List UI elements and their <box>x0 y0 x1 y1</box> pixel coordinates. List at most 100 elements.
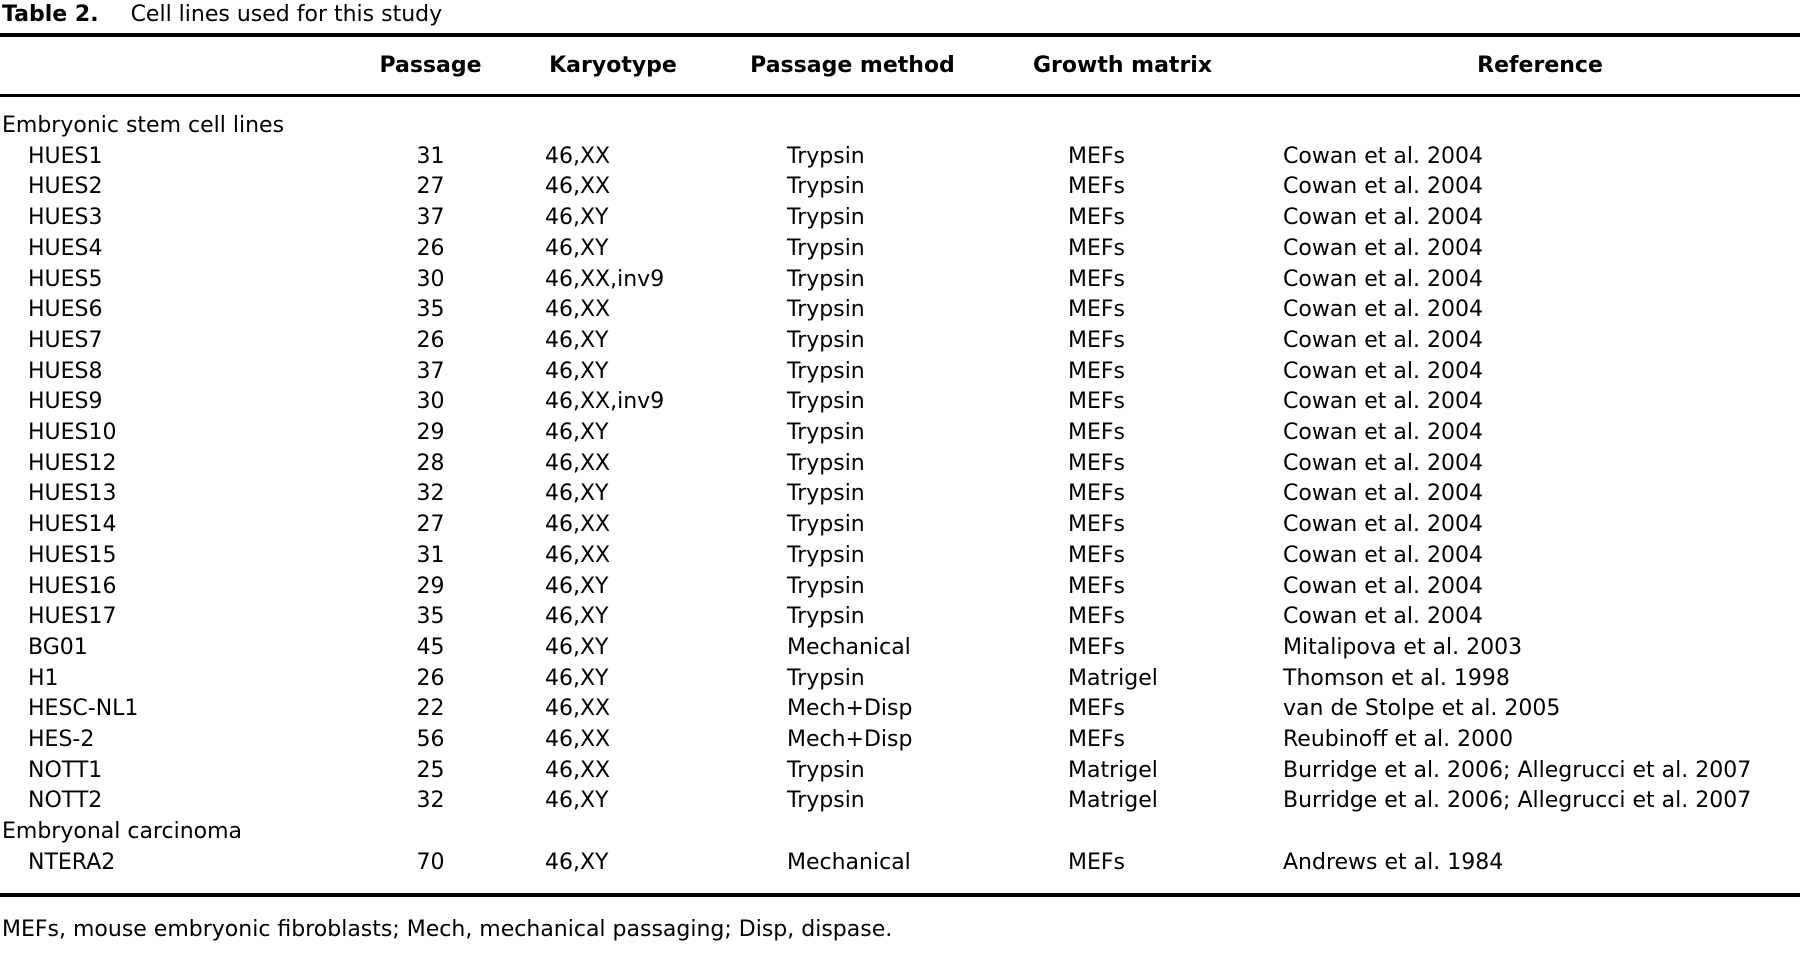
table-row: HUES4 26 46,XY Trypsin MEFs Cowan et al. 2004 <box>0 234 1800 265</box>
growth-matrix-cell: MEFs <box>1068 420 1125 446</box>
karyotype-cell: 46,XY <box>545 788 609 814</box>
passage-method-cell: Trypsin <box>787 327 865 353</box>
table-row: HUES9 30 46,XX,inv9 Trypsin MEFs Cowan et al.… <box>0 387 1800 418</box>
reference-cell: Cowan et al. 2004 <box>1283 235 1483 261</box>
section-row: Embryonal carcinoma <box>0 817 1800 848</box>
reference-cell: Cowan et al. 2004 <box>1283 420 1483 446</box>
growth-matrix-cell: MEFs <box>1068 297 1125 323</box>
table-row: BG01 45 46,XY Mechanical MEFs Mitalipova et a… <box>0 633 1800 664</box>
passage-cell: 35 <box>416 604 445 630</box>
cell-line-cell: HES-2 <box>28 727 95 753</box>
karyotype-cell: 46,XY <box>545 634 609 660</box>
growth-matrix-cell: MEFs <box>1068 266 1125 292</box>
cell-line-cell: HUES1 <box>28 143 103 169</box>
reference-cell: Cowan et al. 2004 <box>1283 542 1483 568</box>
table-row: HUES13 32 46,XY Trypsin MEFs Cowan et al. 200… <box>0 479 1800 510</box>
karyotype-cell: 46,XX <box>545 696 611 722</box>
karyotype-cell: 46,XY <box>545 665 609 691</box>
growth-matrix-cell: MEFs <box>1068 205 1125 231</box>
passage-method-cell: Mech+Disp <box>787 696 913 722</box>
passage-cell: 25 <box>416 757 445 783</box>
passage-cell: 37 <box>416 358 445 384</box>
reference-cell: Cowan et al. 2004 <box>1283 266 1483 292</box>
cell-line-cell: HUES16 <box>28 573 117 599</box>
cell-line-cell: NOTT1 <box>28 757 103 783</box>
karyotype-cell: 46,XY <box>545 235 609 261</box>
growth-matrix-cell: MEFs <box>1068 849 1125 875</box>
passage-cell: 27 <box>416 512 445 538</box>
passage-cell: 26 <box>416 235 445 261</box>
reference-cell: Cowan et al. 2004 <box>1283 358 1483 384</box>
passage-cell: 29 <box>416 573 445 599</box>
growth-matrix-cell: MEFs <box>1068 696 1125 722</box>
reference-cell: Cowan et al. 2004 <box>1283 573 1483 599</box>
table-row: HUES1 31 46,XX Trypsin MEFs Cowan et al. 2004 <box>0 142 1800 173</box>
reference-cell: Cowan et al. 2004 <box>1283 481 1483 507</box>
passage-cell: 27 <box>416 174 445 200</box>
growth-matrix-cell: MEFs <box>1068 573 1125 599</box>
growth-matrix-cell: MEFs <box>1068 327 1125 353</box>
column-header-passage: Passage <box>375 35 486 97</box>
reference-cell: van de Stolpe et al. 2005 <box>1283 696 1561 722</box>
table-row: HUES16 29 46,XY Trypsin MEFs Cowan et al. 200… <box>0 572 1800 603</box>
passage-cell: 56 <box>416 727 445 753</box>
cell-line-cell: HUES2 <box>28 174 103 200</box>
table-footnote: MEFs, mouse embryonic fibroblasts; Mech,… <box>2 916 893 942</box>
passage-method-cell: Trypsin <box>787 235 865 261</box>
reference-cell: Burridge et al. 2006; Allegrucci et al. … <box>1283 757 1752 783</box>
cell-line-cell: H1 <box>28 665 59 691</box>
column-header-karyotype: Karyotype <box>486 35 740 97</box>
passage-method-cell: Trypsin <box>787 174 865 200</box>
karyotype-cell: 46,XX <box>545 297 611 323</box>
growth-matrix-cell: Matrigel <box>1068 757 1158 783</box>
table-row: HESC-NL1 22 46,XX Mech+Disp MEFs van de Stolp… <box>0 694 1800 725</box>
passage-cell: 22 <box>416 696 445 722</box>
growth-matrix-cell: Matrigel <box>1068 665 1158 691</box>
table-row: HUES5 30 46,XX,inv9 Trypsin MEFs Cowan et al.… <box>0 265 1800 296</box>
passage-method-cell: Trypsin <box>787 143 865 169</box>
reference-cell: Cowan et al. 2004 <box>1283 327 1483 353</box>
karyotype-cell: 46,XY <box>545 358 609 384</box>
growth-matrix-cell: MEFs <box>1068 174 1125 200</box>
reference-cell: Cowan et al. 2004 <box>1283 389 1483 415</box>
cell-line-cell: NTERA2 <box>28 849 116 875</box>
reference-cell: Reubinoff et al. 2000 <box>1283 727 1514 753</box>
cell-line-cell: HUES17 <box>28 604 117 630</box>
passage-method-cell: Mechanical <box>787 634 911 660</box>
cell-line-cell: HESC-NL1 <box>28 696 139 722</box>
table-row: HUES2 27 46,XX Trypsin MEFs Cowan et al. 2004 <box>0 172 1800 203</box>
table-row: NOTT1 25 46,XX Trypsin Matrigel Burridge et a… <box>0 756 1800 787</box>
reference-cell: Cowan et al. 2004 <box>1283 143 1483 169</box>
passage-method-cell: Trypsin <box>787 450 865 476</box>
reference-cell: Mitalipova et al. 2003 <box>1283 634 1523 660</box>
growth-matrix-cell: Matrigel <box>1068 788 1158 814</box>
karyotype-cell: 46,XY <box>545 849 609 875</box>
cell-line-cell: NOTT2 <box>28 788 103 814</box>
column-header-passage-method: Passage method <box>740 35 965 97</box>
table-row: HUES12 28 46,XX Trypsin MEFs Cowan et al. 200… <box>0 449 1800 480</box>
table-row: H1 26 46,XY Trypsin Matrigel Thomson et al. 1… <box>0 664 1800 695</box>
passage-method-cell: Mechanical <box>787 849 911 875</box>
passage-method-cell: Trypsin <box>787 573 865 599</box>
passage-cell: 29 <box>416 420 445 446</box>
cell-line-cell: HUES7 <box>28 327 103 353</box>
passage-cell: 31 <box>416 143 445 169</box>
karyotype-cell: 46,XY <box>545 481 609 507</box>
karyotype-cell: 46,XX <box>545 143 611 169</box>
cell-line-cell: HUES3 <box>28 205 103 231</box>
growth-matrix-cell: MEFs <box>1068 512 1125 538</box>
table-row: HUES6 35 46,XX Trypsin MEFs Cowan et al. 2004 <box>0 295 1800 326</box>
cell-line-cell: HUES9 <box>28 389 103 415</box>
table-row: NTERA2 70 46,XY Mechanical MEFs Andrews et al… <box>0 848 1800 895</box>
karyotype-cell: 46,XX <box>545 542 611 568</box>
passage-cell: 30 <box>416 389 445 415</box>
karyotype-cell: 46,XX,inv9 <box>545 389 665 415</box>
section-row: Embryonic stem cell lines <box>0 96 1800 142</box>
passage-method-cell: Trypsin <box>787 297 865 323</box>
passage-method-cell: Trypsin <box>787 757 865 783</box>
passage-method-cell: Trypsin <box>787 542 865 568</box>
table-title: Cell lines used for this study <box>130 2 443 27</box>
cell-line-cell: HUES14 <box>28 512 117 538</box>
column-header-cell-line <box>0 35 375 97</box>
table-row: HUES8 37 46,XY Trypsin MEFs Cowan et al. 2004 <box>0 357 1800 388</box>
